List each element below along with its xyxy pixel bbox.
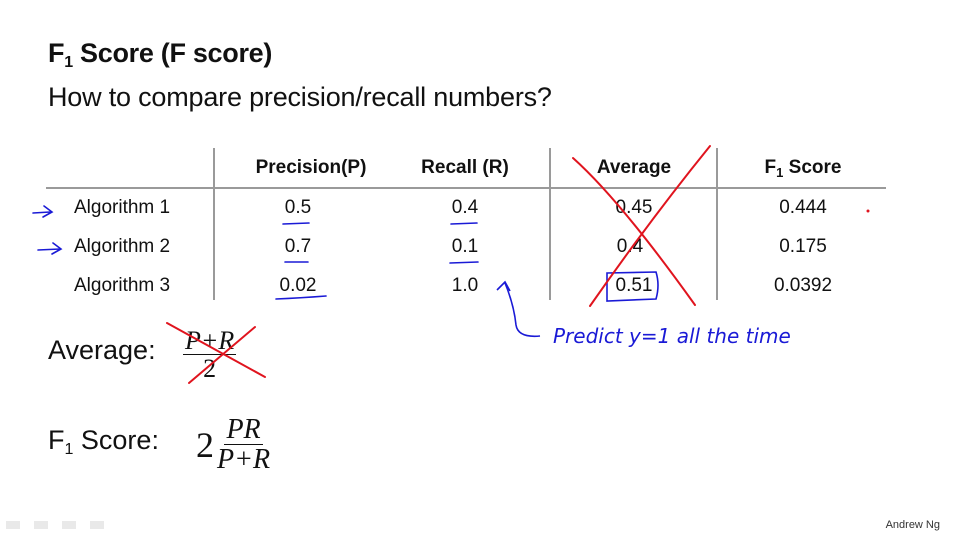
cell-f1: 0.0392 (773, 275, 833, 296)
cell-average: 0.51 (615, 275, 653, 296)
red-dot (866, 209, 870, 213)
cell-recall: 0.1 (451, 236, 479, 257)
cell-average: 0.45 (615, 197, 653, 218)
handwritten-note: Predict y=1 all the time (553, 324, 791, 348)
average-formula: P+R 2 (183, 326, 237, 384)
cell-recall: 1.0 (451, 275, 479, 296)
column-divider (549, 148, 551, 300)
header-recall: Recall (R) (421, 157, 509, 178)
slide-subtitle: How to compare precision/recall numbers? (48, 82, 552, 112)
header-average: Average (596, 157, 672, 178)
cell-recall: 0.4 (451, 197, 479, 218)
back-icon[interactable] (6, 521, 20, 529)
slide-title: F1 Score (F score) (48, 38, 273, 71)
f1-label: F1 Score: (48, 425, 159, 458)
author-credit: Andrew Ng (885, 519, 940, 531)
row-label: Algorithm 2 (74, 236, 171, 257)
cell-precision: 0.7 (284, 236, 312, 257)
forward-icon[interactable] (90, 521, 104, 529)
header-precision: Precision(P) (255, 157, 367, 178)
header-f1-score: F1 Score (764, 157, 842, 180)
column-divider (213, 148, 215, 300)
cell-f1: 0.444 (779, 197, 827, 218)
cell-precision: 0.5 (284, 197, 312, 218)
arrow-icon (32, 205, 63, 255)
cell-f1: 0.175 (779, 236, 827, 257)
row-label: Algorithm 3 (74, 275, 171, 296)
cell-precision: 0.02 (279, 275, 317, 296)
slide-nav-controls[interactable] (6, 521, 104, 529)
column-divider (716, 148, 718, 300)
f1-formula: 2 PR P+R (196, 414, 271, 476)
menu-icon[interactable] (62, 521, 76, 529)
pen-icon[interactable] (34, 521, 48, 529)
cell-average: 0.4 (616, 236, 644, 257)
average-label: Average: (48, 335, 156, 365)
row-label: Algorithm 1 (74, 197, 171, 218)
header-divider (46, 187, 886, 189)
